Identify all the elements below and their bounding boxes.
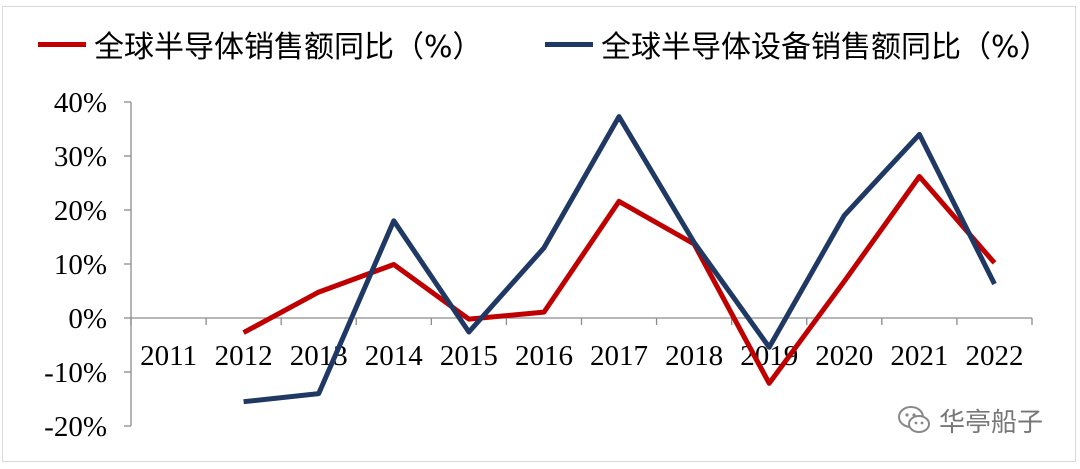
x-tick-label: 2014 — [365, 340, 424, 372]
y-tick-label: 10% — [54, 249, 107, 281]
watermark-text: 华亭船子 — [939, 407, 1044, 438]
legend-swatch-red — [38, 41, 86, 47]
x-tick-label: 2012 — [215, 340, 273, 372]
wechat-icon — [898, 406, 930, 433]
x-tick-label: 2021 — [890, 340, 948, 372]
x-tick-label: 2016 — [515, 340, 573, 372]
legend-swatch-navy — [545, 41, 593, 47]
y-tick-label: -20% — [44, 411, 107, 443]
y-tick-label: 0% — [68, 303, 107, 335]
y-tick-label: 30% — [54, 141, 107, 173]
chart-frame — [2, 6, 1076, 462]
y-tick-label: 20% — [54, 195, 107, 227]
legend-item-equipment-sales: 全球半导体设备销售额同比（%） — [545, 24, 1050, 65]
x-tick-label: 2015 — [440, 340, 498, 372]
x-tick-label: 2017 — [590, 340, 648, 372]
legend-item-semiconductor-sales: 全球半导体销售额同比（%） — [38, 24, 483, 65]
x-tick-label: 2018 — [665, 340, 723, 372]
watermark: 华亭船子 — [897, 402, 1043, 438]
y-tick-label: 40% — [54, 87, 107, 119]
y-tick-label: -10% — [44, 357, 107, 389]
x-tick-label: 2020 — [815, 340, 873, 372]
x-tick-label: 2011 — [140, 340, 197, 372]
x-tick-label: 2022 — [965, 340, 1023, 372]
legend-label-semiconductor-sales: 全球半导体销售额同比（%） — [94, 30, 483, 65]
legend-label-equipment-sales: 全球半导体设备销售额同比（%） — [601, 30, 1050, 65]
